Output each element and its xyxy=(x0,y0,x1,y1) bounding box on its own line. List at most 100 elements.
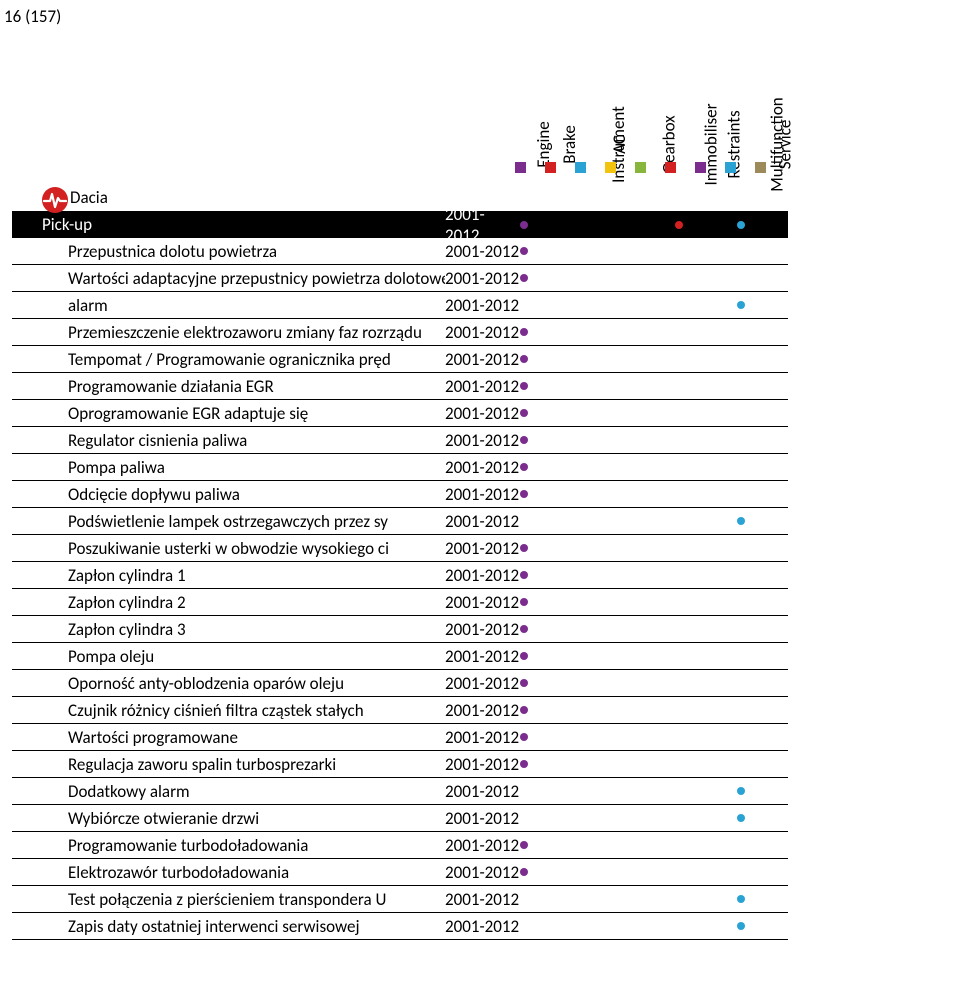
dot-cell xyxy=(508,841,539,849)
row-years: 2001-2012 xyxy=(445,241,508,262)
dot xyxy=(737,517,745,525)
table-row: Czujnik różnicy ciśnień filtra cząstek s… xyxy=(12,697,788,724)
row-years: 2001-2012 xyxy=(445,781,508,802)
dot xyxy=(520,571,528,579)
row-label: Odcięcie dopływu paliwa xyxy=(12,484,445,505)
header-dot-cell xyxy=(756,221,787,229)
dot-cell xyxy=(508,868,539,876)
row-years: 2001-2012 xyxy=(445,592,508,613)
row-label: Oprogramowanie EGR adaptuje się xyxy=(12,403,445,424)
dot xyxy=(520,382,528,390)
dot xyxy=(520,733,528,741)
dot xyxy=(737,787,745,795)
legend: EngineBrakeInstrumentACGearboxImmobilise… xyxy=(505,32,775,173)
table-row: Dodatkowy alarm2001-2012 xyxy=(12,778,788,805)
table-row: Zapłon cylindra 12001-2012 xyxy=(12,562,788,589)
row-years: 2001-2012 xyxy=(445,808,508,829)
table-row: Programowanie turbodoładowania2001-2012 xyxy=(12,832,788,859)
dot-cell xyxy=(725,895,756,903)
row-years: 2001-2012 xyxy=(445,295,508,316)
dot xyxy=(520,221,528,229)
row-years: 2001-2012 xyxy=(445,403,508,424)
row-years: 2001-2012 xyxy=(445,349,508,370)
header-dot-cell xyxy=(632,221,663,229)
legend-square xyxy=(695,162,706,173)
row-label: Pompa oleju xyxy=(12,646,445,667)
row-label: Regulacja zaworu spalin turbosprezarki xyxy=(12,754,445,775)
model-years: 2001-2012 xyxy=(445,204,508,246)
header-dot-cell xyxy=(601,221,632,229)
table-row: Regulator cisnienia paliwa2001-2012 xyxy=(12,427,788,454)
dot xyxy=(520,544,528,552)
table-row: Przepustnica dolotu powietrza2001-2012 xyxy=(12,238,788,265)
row-years: 2001-2012 xyxy=(445,754,508,775)
dot xyxy=(520,841,528,849)
dot-cell xyxy=(508,463,539,471)
header-dot-cell xyxy=(725,221,756,229)
dot xyxy=(520,625,528,633)
row-label: Zapłon cylindra 3 xyxy=(12,619,445,640)
legend-square xyxy=(605,162,616,173)
dot-cell xyxy=(508,625,539,633)
header-dot-cell xyxy=(539,221,570,229)
row-label: Pompa paliwa xyxy=(12,457,445,478)
dot-cell xyxy=(725,517,756,525)
row-label: Programowanie turbodoładowania xyxy=(12,835,445,856)
dot-cell xyxy=(508,760,539,768)
table-row: Oporność anty-oblodzenia oparów oleju200… xyxy=(12,670,788,697)
dot-cell xyxy=(508,598,539,606)
dot xyxy=(520,706,528,714)
row-label: Przemieszczenie elektrozaworu zmiany faz… xyxy=(12,322,445,343)
row-years: 2001-2012 xyxy=(445,835,508,856)
row-label: alarm xyxy=(12,295,445,316)
row-years: 2001-2012 xyxy=(445,619,508,640)
dot-cell xyxy=(508,382,539,390)
row-label: Dodatkowy alarm xyxy=(12,781,445,802)
row-years: 2001-2012 xyxy=(445,889,508,910)
row-years: 2001-2012 xyxy=(445,511,508,532)
dot xyxy=(737,895,745,903)
row-label: Regulator cisnienia paliwa xyxy=(12,430,445,451)
table-row: Elektrozawór turbodoładowania2001-2012 xyxy=(12,859,788,886)
row-label: Zapis daty ostatniej interwenci serwisow… xyxy=(12,916,445,937)
legend-item: AC xyxy=(595,32,625,173)
dot xyxy=(520,760,528,768)
legend-item: Engine xyxy=(505,32,535,173)
table-row: Podświetlenie lampek ostrzegawczych prze… xyxy=(12,508,788,535)
row-label: Tempomat / Programowanie ogranicznika pr… xyxy=(12,349,445,370)
row-label: Wybiórcze otwieranie drzwi xyxy=(12,808,445,829)
legend-item: Gearbox xyxy=(625,32,655,173)
header-dot-cell xyxy=(508,221,539,229)
dot-cell xyxy=(508,571,539,579)
dot xyxy=(520,409,528,417)
dot-cell xyxy=(508,247,539,255)
table-row: Programowanie działania EGR2001-2012 xyxy=(12,373,788,400)
legend-square xyxy=(725,162,736,173)
row-label: Wartości programowane xyxy=(12,727,445,748)
row-years: 2001-2012 xyxy=(445,700,508,721)
dot-cell xyxy=(508,328,539,336)
row-label: Podświetlenie lampek ostrzegawczych prze… xyxy=(12,511,445,532)
table-row: Pompa paliwa2001-2012 xyxy=(12,454,788,481)
row-label: Zapłon cylindra 1 xyxy=(12,565,445,586)
dot xyxy=(520,679,528,687)
legend-item: Instrument xyxy=(565,32,595,173)
dot-cell xyxy=(508,652,539,660)
table-row: alarm2001-2012 xyxy=(12,292,788,319)
page-number: 16 (157) xyxy=(4,6,61,27)
model-name: Pick-up xyxy=(12,214,445,235)
table-row: Wybiórcze otwieranie drzwi2001-2012 xyxy=(12,805,788,832)
dot-cell xyxy=(508,490,539,498)
table-row: Zapłon cylindra 22001-2012 xyxy=(12,589,788,616)
dot-cell xyxy=(725,787,756,795)
row-years: 2001-2012 xyxy=(445,457,508,478)
row-years: 2001-2012 xyxy=(445,916,508,937)
dot xyxy=(520,868,528,876)
row-years: 2001-2012 xyxy=(445,376,508,397)
dot xyxy=(520,355,528,363)
table-row: Pompa oleju2001-2012 xyxy=(12,643,788,670)
dot xyxy=(520,328,528,336)
model-header: Pick-up 2001-2012 xyxy=(12,211,788,238)
dot xyxy=(737,922,745,930)
pulse-icon xyxy=(42,187,68,213)
